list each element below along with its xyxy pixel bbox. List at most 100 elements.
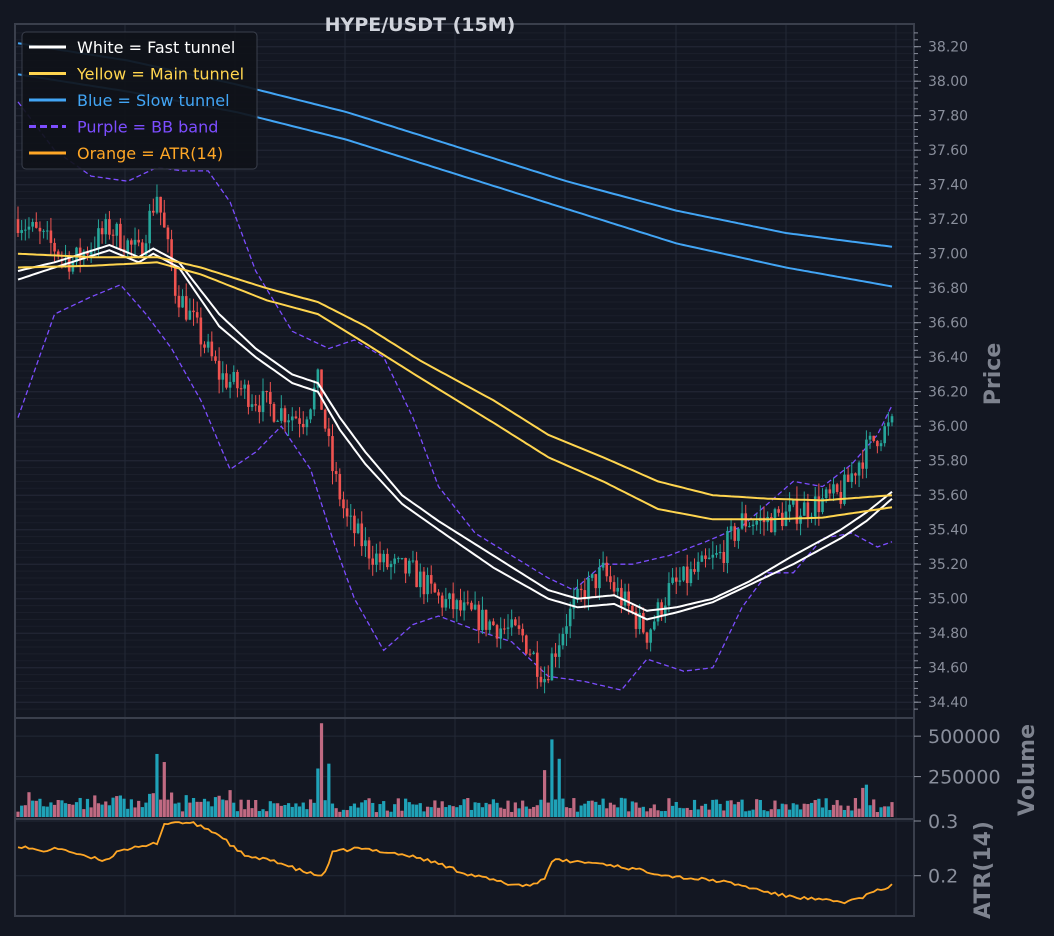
candle-body — [792, 500, 795, 505]
price-tick-label: 37.60 — [928, 143, 968, 159]
candle-body — [251, 404, 254, 407]
volume-bar — [784, 804, 787, 817]
volume-bar — [517, 808, 520, 817]
volume-bar — [250, 808, 253, 817]
volume-bar — [122, 799, 125, 817]
volume-bar — [79, 798, 82, 817]
volume-bar — [148, 794, 151, 817]
volume-bar — [561, 799, 564, 817]
price-tick-label: 35.00 — [928, 592, 968, 608]
volume-bar — [675, 802, 678, 817]
volume-bar — [733, 804, 736, 817]
candle-body — [883, 426, 886, 443]
candle-body — [24, 230, 27, 231]
volume-axis-label: Volume — [1015, 724, 1040, 816]
candle-body — [726, 531, 729, 563]
volume-bar — [144, 803, 147, 817]
volume-bar — [748, 811, 751, 817]
volume-bar — [49, 802, 52, 817]
candle-body — [697, 562, 700, 572]
volume-bar — [57, 800, 60, 817]
candle-body — [287, 420, 290, 422]
candle-body — [737, 529, 740, 541]
candle-body — [755, 521, 758, 525]
candle-body — [335, 471, 338, 474]
candle-body — [865, 440, 868, 469]
volume-bar — [751, 810, 754, 817]
volume-bar — [569, 808, 572, 817]
price-tick-label: 37.80 — [928, 109, 968, 125]
volume-bar — [656, 810, 659, 817]
volume-bar — [766, 811, 769, 817]
volume-bar — [744, 811, 747, 817]
volume-bar — [850, 810, 853, 817]
candle-body — [221, 373, 224, 379]
candle-body — [576, 589, 579, 599]
volume-bar — [243, 809, 246, 817]
price-tick-label: 34.60 — [928, 661, 968, 677]
candle-body — [404, 558, 407, 574]
candle-body — [236, 372, 239, 388]
volume-bar — [305, 809, 308, 817]
candle-body — [386, 554, 389, 567]
candle-body — [847, 475, 850, 482]
candle-body — [807, 502, 810, 517]
volume-bar — [320, 723, 323, 817]
candle-body — [485, 610, 488, 630]
candle-body — [137, 240, 140, 243]
volume-bar — [865, 785, 868, 817]
volume-bar — [64, 803, 67, 817]
price-tick-label: 35.60 — [928, 488, 968, 504]
volume-bar — [861, 788, 864, 817]
candle-body — [423, 572, 426, 595]
volume-bar — [415, 805, 418, 817]
volume-bar — [196, 802, 199, 817]
volume-bar — [269, 801, 272, 817]
volume-bar — [565, 807, 568, 817]
volume-bar — [331, 804, 334, 817]
legend-label: White = Fast tunnel — [77, 38, 235, 57]
candle-body — [28, 227, 31, 230]
price-tick-label: 36.60 — [928, 316, 968, 332]
volume-bar — [879, 807, 882, 817]
volume-bar — [821, 807, 824, 817]
volume-bar — [170, 793, 173, 817]
candle-body — [203, 344, 206, 347]
candle-body — [587, 578, 590, 599]
candle-body — [163, 213, 166, 228]
legend-label: Yellow = Main tunnel — [76, 65, 244, 84]
volume-bar — [163, 762, 166, 817]
volume-bar — [82, 809, 85, 817]
candle-body — [452, 593, 455, 609]
volume-bar — [408, 802, 411, 817]
volume-bar — [847, 806, 850, 817]
volume-bar — [115, 796, 118, 817]
candle-body — [167, 227, 170, 239]
volume-bar — [108, 805, 111, 817]
volume-bar — [612, 805, 615, 817]
volume-bar — [353, 804, 356, 817]
volume-bar — [291, 807, 294, 817]
volume-bar — [638, 808, 641, 817]
candle-body — [521, 629, 524, 636]
volume-bar — [375, 812, 378, 817]
candle-body — [690, 569, 693, 583]
volume-bar — [188, 803, 191, 817]
volume-bar — [24, 805, 27, 817]
candle-body — [196, 312, 199, 317]
volume-bar — [316, 769, 319, 818]
candle-body — [445, 599, 448, 607]
candle-body — [818, 496, 821, 512]
volume-bar — [609, 803, 612, 817]
candle-body — [225, 373, 228, 387]
candle-body — [371, 558, 374, 564]
volume-bar — [42, 806, 45, 817]
candle-body — [115, 224, 118, 236]
volume-bar — [890, 802, 893, 817]
volume-bar — [35, 801, 38, 817]
volume-bar — [133, 807, 136, 817]
candle-body — [536, 653, 539, 677]
volume-bar — [817, 799, 820, 817]
volume-bar — [466, 798, 469, 817]
volume-bar — [554, 799, 557, 817]
